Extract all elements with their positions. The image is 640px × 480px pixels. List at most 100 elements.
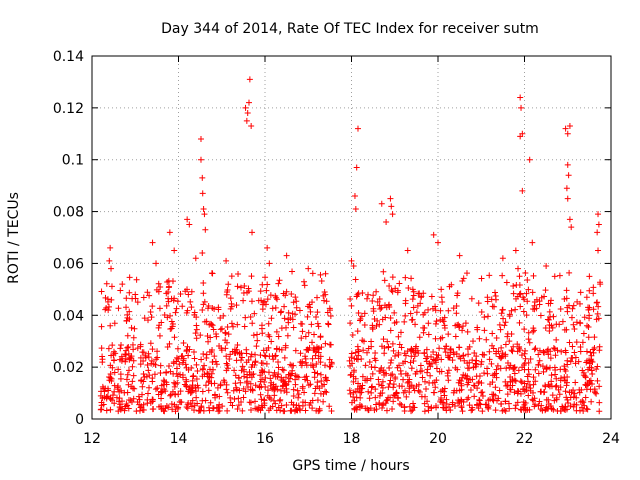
data-point xyxy=(445,377,452,384)
data-point xyxy=(512,405,519,412)
data-point xyxy=(424,353,431,360)
data-point xyxy=(548,405,555,412)
data-point xyxy=(241,323,248,330)
data-point xyxy=(302,359,309,366)
data-point xyxy=(562,388,569,395)
data-point xyxy=(250,371,257,378)
data-point xyxy=(99,359,106,366)
data-point xyxy=(130,357,137,364)
data-point xyxy=(156,332,163,339)
data-point xyxy=(252,351,259,358)
data-point xyxy=(354,328,361,335)
data-point xyxy=(561,363,568,370)
data-point xyxy=(205,338,212,345)
data-point xyxy=(591,334,598,341)
data-point xyxy=(589,370,596,377)
data-point xyxy=(173,358,180,365)
data-point xyxy=(583,294,590,301)
data-point xyxy=(311,390,318,397)
data-point xyxy=(571,390,578,397)
data-point xyxy=(283,389,290,396)
data-point xyxy=(557,366,564,373)
data-point xyxy=(378,304,385,311)
data-point xyxy=(125,381,132,388)
data-point xyxy=(464,346,471,353)
data-point xyxy=(350,263,357,270)
data-point xyxy=(275,364,282,371)
data-point xyxy=(545,316,552,323)
data-point xyxy=(299,328,306,335)
data-point xyxy=(235,375,242,382)
data-point xyxy=(459,408,466,415)
data-point xyxy=(273,407,280,414)
x-tick-label: 22 xyxy=(516,431,534,447)
data-point xyxy=(192,330,199,337)
data-point xyxy=(572,354,579,361)
data-point xyxy=(586,287,593,294)
data-point xyxy=(517,133,524,140)
data-point xyxy=(216,393,223,400)
data-point xyxy=(594,310,601,317)
data-point xyxy=(98,402,105,409)
data-point xyxy=(539,363,546,370)
data-point xyxy=(163,290,170,297)
data-point xyxy=(168,318,175,325)
data-point xyxy=(223,360,230,367)
data-point xyxy=(199,174,206,181)
data-point xyxy=(540,368,547,375)
data-point xyxy=(350,378,357,385)
data-point xyxy=(249,229,256,236)
data-point xyxy=(232,372,239,379)
data-point xyxy=(173,305,180,312)
data-point xyxy=(234,321,241,328)
y-tick-label: 0 xyxy=(75,412,84,428)
data-point xyxy=(315,346,322,353)
data-point xyxy=(173,370,180,377)
data-point xyxy=(314,309,321,316)
data-point xyxy=(155,280,162,287)
data-point xyxy=(191,407,198,414)
data-point xyxy=(317,353,324,360)
data-point xyxy=(405,378,412,385)
data-point xyxy=(124,314,131,321)
data-point xyxy=(233,302,240,309)
data-point xyxy=(478,361,485,368)
data-point xyxy=(123,295,130,302)
data-point xyxy=(188,304,195,311)
data-point xyxy=(543,263,550,270)
data-point xyxy=(115,366,122,373)
x-tick-label: 14 xyxy=(170,431,188,447)
data-point xyxy=(108,377,115,384)
data-point xyxy=(498,310,505,317)
y-axis-label: ROTI / TECUs xyxy=(6,192,22,284)
data-point xyxy=(451,402,458,409)
data-point xyxy=(230,387,237,394)
data-point xyxy=(123,347,130,354)
data-point xyxy=(487,396,494,403)
data-point xyxy=(357,394,364,401)
data-point xyxy=(272,304,279,311)
data-point xyxy=(272,353,279,360)
data-point xyxy=(218,325,225,332)
data-point xyxy=(542,407,549,414)
data-point xyxy=(517,94,524,101)
data-point xyxy=(164,344,171,351)
data-point xyxy=(110,348,117,355)
data-point xyxy=(483,336,490,343)
data-point xyxy=(536,398,543,405)
data-point xyxy=(586,312,593,319)
data-point xyxy=(497,401,504,407)
data-point xyxy=(433,404,440,411)
data-point xyxy=(511,370,518,377)
data-point xyxy=(522,269,529,276)
data-point xyxy=(209,305,216,312)
data-point xyxy=(231,396,238,403)
data-point xyxy=(566,339,573,346)
data-point xyxy=(585,334,592,341)
data-point xyxy=(219,403,226,410)
data-point xyxy=(327,341,334,348)
data-point xyxy=(573,394,580,401)
data-point xyxy=(115,408,122,415)
data-point xyxy=(355,309,362,316)
data-point xyxy=(291,408,298,415)
